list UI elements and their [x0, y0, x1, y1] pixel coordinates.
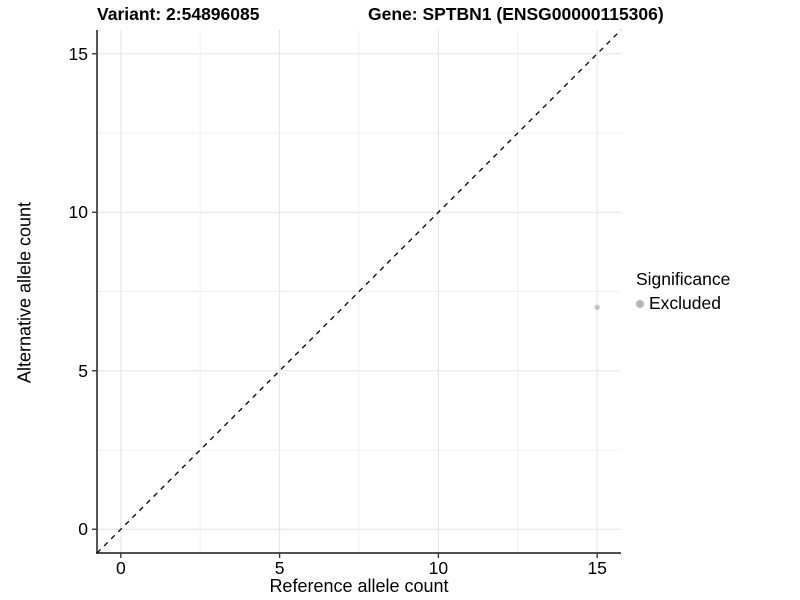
- legend-item-excluded: Excluded: [636, 293, 730, 314]
- x-tick-label: 15: [587, 558, 607, 578]
- identity-line: [96, 29, 622, 554]
- legend: Significance Excluded: [636, 269, 730, 314]
- axis-layer: [92, 30, 621, 558]
- y-tick-label: 10: [68, 202, 88, 223]
- x-tick-label: 10: [428, 558, 449, 578]
- legend-title: Significance: [636, 269, 731, 289]
- x-tick-label: 5: [274, 558, 285, 578]
- x-axis-title: Reference allele count: [269, 576, 449, 596]
- y-tick-label: 5: [78, 360, 88, 381]
- y-tick-label: 15: [68, 43, 88, 64]
- legend-item-label: Excluded: [649, 293, 721, 313]
- x-tick-label: 0: [115, 558, 126, 578]
- y-axis-title: Alternative allele count: [14, 201, 35, 384]
- variant-title: Variant: 2:54896085: [97, 4, 260, 24]
- legend-key-dot-icon: [636, 299, 644, 308]
- data-point: [594, 304, 600, 310]
- data-layer: [96, 29, 622, 554]
- y-tick-label: 0: [78, 519, 88, 540]
- grid-layer: [97, 30, 621, 553]
- gene-title: Gene: SPTBN1 (ENSG00000115306): [368, 4, 664, 24]
